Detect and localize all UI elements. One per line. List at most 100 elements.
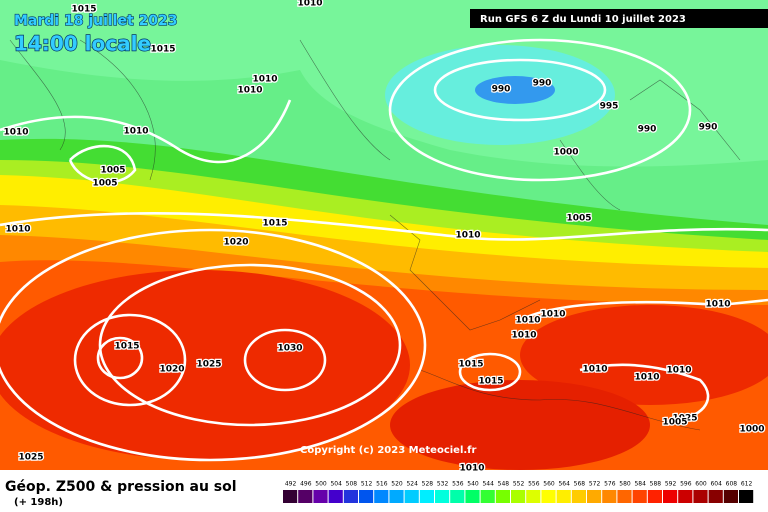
scale-cell <box>435 490 450 503</box>
scale-cell <box>404 490 419 503</box>
scale-cell <box>693 490 708 503</box>
scale-label: 548 <box>498 481 510 488</box>
scale-cell <box>374 490 389 503</box>
scale-label: 588 <box>650 481 662 488</box>
copyright: Copyright (c) 2023 Meteociel.fr <box>300 445 477 456</box>
isobar-label: 1005 <box>92 179 117 189</box>
isobar-label: 1010 <box>123 127 148 137</box>
scale-cell <box>313 490 328 503</box>
isobar-label: 1010 <box>459 464 484 474</box>
scale-label: 568 <box>574 481 586 488</box>
isobars <box>0 38 768 462</box>
isobar-label: 1020 <box>223 238 248 248</box>
scale-cell <box>678 490 693 503</box>
scale-cell <box>328 490 343 503</box>
map-background <box>0 0 768 470</box>
isobar-label: 1010 <box>3 128 28 138</box>
scale-label: 596 <box>680 481 692 488</box>
scale-label: 584 <box>634 481 646 488</box>
scale-cell <box>389 490 404 503</box>
scale-cell <box>359 490 374 503</box>
isobar-label: 1010 <box>540 310 565 320</box>
scale-cell <box>526 490 541 503</box>
isobar-label: 995 <box>600 102 619 112</box>
isobar-label: 1010 <box>666 366 691 376</box>
scale-cell <box>602 490 617 503</box>
scale-label: 520 <box>391 481 403 488</box>
time: 14:00 locale <box>14 32 151 56</box>
isobar-label: 1005 <box>662 418 687 428</box>
isobar-label: 1010 <box>455 231 480 241</box>
run: Run GFS 6 Z du Lundi 10 juillet 2023 <box>480 14 686 25</box>
scale-label: 572 <box>589 481 601 488</box>
scale-cell <box>298 490 313 503</box>
footer-lead: (+ 198h) <box>14 497 63 508</box>
scale-cell <box>723 490 738 503</box>
scale-cell <box>495 490 510 503</box>
scale-cell <box>739 490 754 503</box>
isobar-label: 1010 <box>705 300 730 310</box>
scale-label: 540 <box>467 481 479 488</box>
isobar-label: 1010 <box>634 373 659 383</box>
scale-cell <box>450 490 465 503</box>
date: Mardi 18 juillet 2023 <box>14 13 178 29</box>
scale-label: 508 <box>346 481 358 488</box>
scale-cell <box>480 490 495 503</box>
isobar-label: 1010 <box>511 331 536 341</box>
scale-cell <box>617 490 632 503</box>
scale-cell <box>632 490 647 503</box>
isobar-label: 1010 <box>515 316 540 326</box>
scale-label: 580 <box>619 481 631 488</box>
scale-label: 536 <box>452 481 464 488</box>
scale-cell <box>663 490 678 503</box>
isobar-label: 1005 <box>566 214 591 224</box>
scale-label: 604 <box>710 481 722 488</box>
scale-label: 544 <box>482 481 494 488</box>
scale-label: 600 <box>695 481 707 488</box>
scale-cell <box>465 490 480 503</box>
scale-label: 516 <box>376 481 388 488</box>
isobar-label: 1015 <box>478 377 503 387</box>
scale-label: 564 <box>558 481 570 488</box>
scale-cell <box>571 490 586 503</box>
isobar-label: 1015 <box>71 5 96 15</box>
isobar-label: 1015 <box>114 342 139 352</box>
isobar-label: 1010 <box>582 365 607 375</box>
scale-label: 532 <box>437 481 449 488</box>
scale-label: 612 <box>741 481 753 488</box>
scale-label: 524 <box>406 481 418 488</box>
scale-label: 592 <box>665 481 677 488</box>
scale-cell <box>419 490 434 503</box>
isobar-label: 1010 <box>297 0 322 9</box>
isobar-label: 990 <box>638 125 657 135</box>
scale-label: 512 <box>361 481 373 488</box>
scale-label: 496 <box>300 481 312 488</box>
isobar-label: 1030 <box>277 344 302 354</box>
isobar-label: 1015 <box>262 219 287 229</box>
isobar-label: 1025 <box>672 414 697 424</box>
footer-title: Géop. Z500 & pression au sol <box>5 479 237 495</box>
run-box <box>470 9 768 28</box>
isobar-label: 1015 <box>150 45 175 55</box>
isobar-label: 1025 <box>196 360 221 370</box>
scale-label: 556 <box>528 481 540 488</box>
scale-cell <box>708 490 723 503</box>
scale-cell <box>647 490 662 503</box>
scale-label: 528 <box>422 481 434 488</box>
scale-label: 492 <box>285 481 297 488</box>
isobar-label: 1010 <box>237 86 262 96</box>
scale-label: 552 <box>513 481 525 488</box>
scale-cell <box>541 490 556 503</box>
isobar-label: 1005 <box>100 166 125 176</box>
isobar-label: 1010 <box>5 225 30 235</box>
isobar-label: 1025 <box>18 453 43 463</box>
scale-label: 504 <box>330 481 342 488</box>
isobar-label: 990 <box>492 85 511 95</box>
scale-cell <box>511 490 526 503</box>
isobar-label: 990 <box>533 79 552 89</box>
scale-label: 560 <box>543 481 555 488</box>
isobar-label: 990 <box>699 123 718 133</box>
